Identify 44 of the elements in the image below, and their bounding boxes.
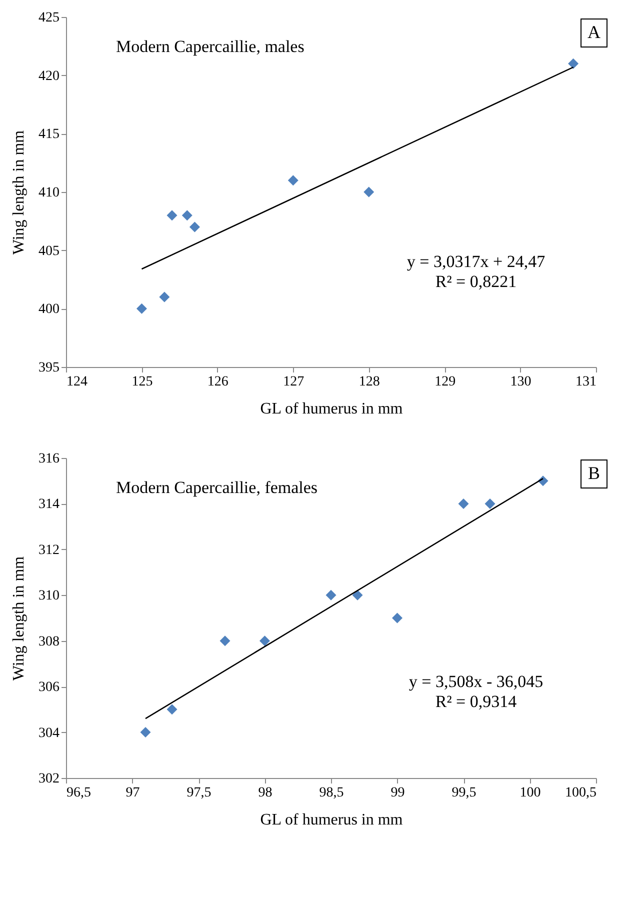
y-tick-label: 400: [38, 302, 60, 318]
x-tick-label: 129: [434, 374, 456, 390]
y-tick-label: 308: [38, 634, 60, 650]
y-tick-label: 314: [38, 497, 60, 512]
x-tick-label: 125: [132, 374, 153, 390]
y-tick-label: 405: [38, 244, 60, 259]
y-tick-label: 306: [38, 680, 60, 696]
x-tick-label: 97: [126, 786, 140, 800]
y-axis-title: Wing length in mm: [10, 556, 28, 681]
y-tick-label: 425: [38, 10, 60, 26]
x-tick-label: 131: [576, 374, 596, 390]
x-tick-label: 98: [258, 786, 272, 800]
x-tick-label: 127: [283, 374, 304, 390]
y-tick-label: 312: [38, 542, 60, 558]
y-tick-label: 304: [38, 726, 60, 741]
annotation: R² = 0,9314: [435, 692, 518, 711]
x-tick-label: 100,5: [565, 786, 596, 800]
y-axis-title: Wing length in mm: [10, 130, 28, 255]
x-tick-label: 97,5: [186, 786, 212, 800]
annotation: Modern Capercaillie, males: [116, 37, 304, 56]
annotation: B: [588, 463, 600, 483]
x-tick-label: 126: [207, 374, 228, 390]
annotation: Modern Capercaillie, females: [116, 478, 318, 497]
x-tick-label: 100: [520, 786, 541, 800]
y-tick-label: 395: [38, 360, 60, 376]
x-axis-title: GL of humerus in mm: [260, 400, 404, 418]
annotation: R² = 0,8221: [435, 272, 517, 291]
x-tick-label: 98,5: [319, 786, 344, 800]
y-tick-label: 420: [38, 68, 60, 84]
y-tick-label: 310: [38, 588, 60, 604]
y-tick-label: 316: [38, 452, 60, 466]
annotation: y = 3,508x - 36,045: [408, 672, 544, 691]
y-tick-label: 302: [38, 772, 60, 786]
x-tick-label: 128: [358, 374, 380, 390]
y-tick-label: 410: [38, 186, 60, 200]
x-tick-label: 96,5: [66, 786, 91, 800]
x-tick-label: 130: [510, 374, 532, 390]
x-tick-label: 124: [66, 374, 88, 390]
x-axis-title: GL of humerus in mm: [260, 812, 404, 828]
x-tick-label: 99: [390, 786, 405, 800]
annotation: y = 3,0317x + 24,47: [406, 252, 546, 271]
x-tick-label: 99,5: [452, 786, 476, 800]
annotation: A: [588, 22, 600, 42]
y-tick-label: 415: [38, 127, 60, 142]
